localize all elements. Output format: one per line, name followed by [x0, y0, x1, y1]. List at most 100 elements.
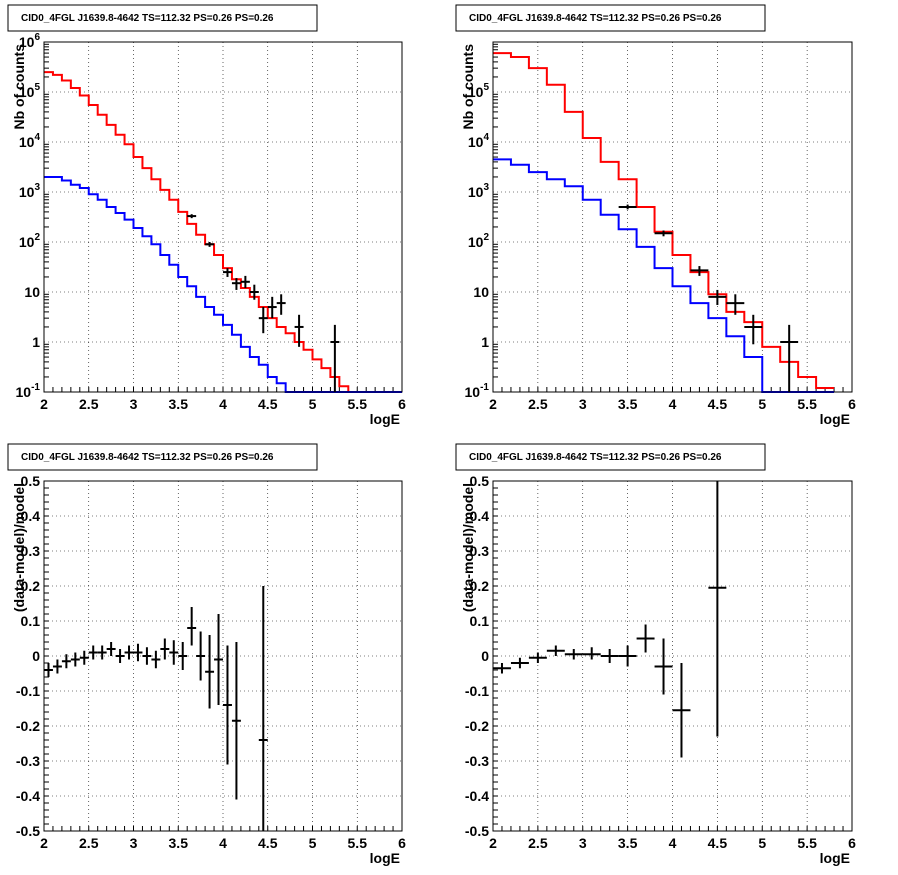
x-tick-label: 3	[130, 835, 138, 851]
y-tick-base: 10	[19, 234, 35, 250]
y-tick-label: -0.4	[16, 788, 40, 804]
y-tick-exponent: 3	[483, 182, 489, 193]
x-tick-label: 3	[130, 396, 138, 412]
series-line-2	[44, 175, 402, 393]
y-tick-label: -0.3	[465, 753, 489, 769]
y-tick-exponent: 4	[34, 132, 40, 143]
y-tick-exponent: 3	[34, 182, 40, 193]
x-tick-label: 2	[40, 396, 48, 412]
x-tick-label: 5.5	[348, 396, 368, 412]
x-axis-title: logE	[370, 850, 400, 866]
chart-title: CID0_4FGL J1639.8-4642 TS=112.32 PS=0.26…	[469, 452, 722, 463]
x-tick-label: 5	[309, 396, 317, 412]
y-tick-label: 10-1	[465, 382, 490, 400]
x-tick-label: 3	[579, 396, 587, 412]
x-axis-title: logE	[370, 411, 400, 427]
y-tick-label: 102	[19, 232, 41, 250]
x-tick-label: 2.5	[79, 835, 99, 851]
x-tick-label: 5.5	[797, 835, 817, 851]
y-tick-label: 0.2	[21, 578, 41, 594]
x-tick-label: 5.5	[348, 835, 368, 851]
chart-title: CID0_4FGL J1639.8-4642 TS=112.32 PS=0.26…	[21, 13, 274, 24]
series-line-1	[44, 71, 402, 393]
x-tick-label: 2.5	[79, 396, 99, 412]
plot-frame	[492, 480, 853, 832]
y-tick-label: 0.3	[21, 543, 41, 559]
y-tick-label: -0.5	[16, 823, 40, 839]
x-tick-label: 6	[848, 835, 856, 851]
x-tick-label: 3.5	[618, 396, 638, 412]
x-tick-label: 2.5	[528, 396, 548, 412]
y-tick-label: 102	[468, 232, 490, 250]
x-tick-label: 4	[669, 835, 677, 851]
y-axis-title: (data-model)/model	[460, 483, 476, 612]
x-tick-label: 2.5	[528, 835, 548, 851]
x-tick-label: 4.5	[258, 396, 278, 412]
y-tick-exponent: -1	[31, 382, 40, 393]
y-tick-label: -0.3	[16, 753, 40, 769]
y-tick-label: 10-1	[16, 382, 41, 400]
x-tick-label: 4	[219, 835, 227, 851]
y-tick-label: 103	[468, 182, 490, 200]
plot-frame	[43, 41, 403, 393]
y-tick-exponent: 4	[483, 132, 489, 143]
plot-frame	[492, 41, 853, 393]
y-tick-label: 0	[32, 648, 40, 664]
y-tick-exponent: 5	[34, 82, 40, 93]
chart-panel-2: CID0_4FGL J1639.8-4642 TS=112.32 PS=0.26…	[455, 4, 856, 427]
y-axis-title: Nb of counts	[11, 44, 27, 130]
y-tick-label: 0	[481, 648, 489, 664]
x-axis-title: logE	[820, 411, 850, 427]
plot-frame	[43, 480, 403, 832]
y-tick-exponent: 2	[34, 232, 40, 243]
x-tick-label: 5	[758, 835, 766, 851]
y-tick-base: 10	[19, 134, 35, 150]
y-tick-label: 10	[24, 284, 40, 300]
y-tick-label: 0.5	[21, 473, 41, 489]
y-tick-base: 10	[16, 384, 32, 400]
y-tick-base: 10	[19, 84, 35, 100]
y-tick-base: 10	[468, 84, 484, 100]
chart-title-box	[7, 443, 318, 471]
y-tick-label: 0.2	[470, 578, 490, 594]
x-tick-label: 3.5	[618, 835, 638, 851]
series-line-2	[493, 158, 835, 393]
y-tick-base: 10	[468, 134, 484, 150]
y-tick-label: -0.1	[16, 683, 40, 699]
y-tick-label: 103	[19, 182, 41, 200]
y-tick-label: -0.4	[465, 788, 489, 804]
x-tick-label: 2	[40, 835, 48, 851]
chart-title: CID0_4FGL J1639.8-4642 TS=112.32 PS=0.26…	[21, 452, 274, 463]
x-tick-label: 3.5	[169, 396, 189, 412]
chart-title-box	[7, 4, 318, 32]
chart-title-box	[455, 443, 766, 471]
y-tick-label: 10	[473, 284, 489, 300]
y-tick-base: 10	[19, 34, 35, 50]
x-tick-label: 4.5	[708, 396, 728, 412]
y-tick-base: 10	[465, 384, 481, 400]
y-tick-label: 0.1	[21, 613, 41, 629]
y-tick-label: 1	[32, 334, 40, 350]
y-tick-label: 0.3	[470, 543, 490, 559]
x-tick-label: 2	[489, 396, 497, 412]
y-tick-exponent: 6	[34, 32, 40, 43]
x-tick-label: 4.5	[708, 835, 728, 851]
y-axis-title: Nb of counts	[460, 44, 476, 130]
y-tick-label: -0.2	[465, 718, 489, 734]
x-tick-label: 3.5	[169, 835, 189, 851]
y-tick-base: 10	[468, 184, 484, 200]
x-tick-label: 3	[579, 835, 587, 851]
y-tick-base: 10	[468, 234, 484, 250]
series-line-1	[493, 52, 835, 390]
y-tick-label: -0.2	[16, 718, 40, 734]
y-tick-base: 10	[19, 184, 35, 200]
x-tick-label: 2	[489, 835, 497, 851]
y-tick-label: 1	[481, 334, 489, 350]
y-tick-label: 106	[19, 32, 41, 50]
x-tick-label: 5	[309, 835, 317, 851]
y-tick-label: 104	[19, 132, 41, 150]
y-tick-label: 0.5	[470, 473, 490, 489]
chart-panel-1: CID0_4FGL J1639.8-4642 TS=112.32 PS=0.26…	[7, 4, 406, 427]
